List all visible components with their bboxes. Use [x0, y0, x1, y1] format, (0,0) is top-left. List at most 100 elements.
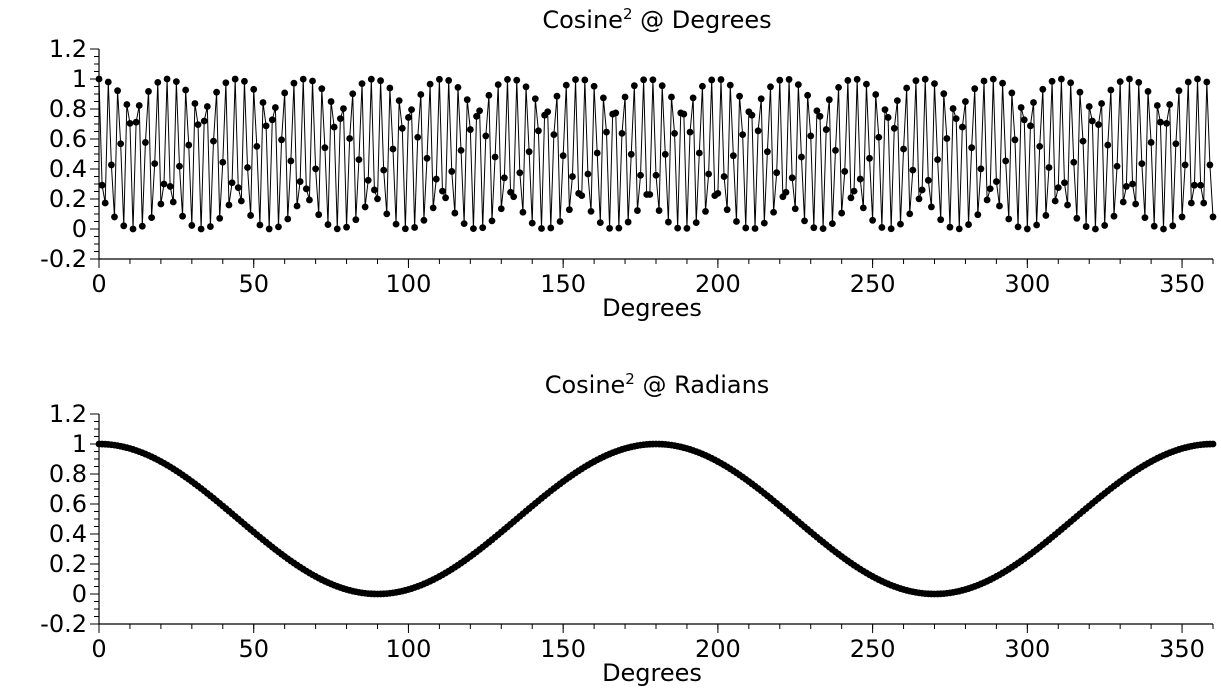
data-point [764, 148, 771, 156]
data-point [1057, 75, 1065, 83]
data-point [95, 75, 103, 83]
series-line [98, 443, 1214, 595]
data-point [729, 152, 737, 160]
data-point [491, 153, 499, 161]
x-tick-label: 250 [850, 270, 896, 298]
data-point [343, 223, 350, 231]
data-point [872, 91, 880, 98]
data-point [971, 85, 979, 93]
data-point [999, 79, 1006, 87]
data-point [386, 84, 394, 92]
data-point [247, 212, 255, 219]
data-point [151, 160, 159, 168]
data-point [606, 224, 613, 232]
data-point [1160, 225, 1167, 233]
data-point [463, 96, 471, 104]
data-point [420, 216, 428, 224]
data-point [652, 171, 660, 179]
data-point [1153, 102, 1161, 109]
data-point [324, 221, 332, 228]
data-point [1209, 440, 1217, 448]
data-point [234, 184, 242, 192]
data-point [1076, 88, 1084, 96]
data-point [318, 85, 326, 93]
data-point [275, 223, 282, 231]
data-point [411, 224, 419, 231]
y-tick-label: 0.4 [49, 520, 87, 548]
data-point [1163, 119, 1170, 127]
data-point [203, 103, 211, 110]
data-point [417, 91, 425, 98]
data-point [1082, 223, 1090, 230]
data-point [1067, 79, 1075, 87]
data-point [296, 178, 304, 185]
data-point [900, 145, 907, 153]
data-point [398, 124, 406, 132]
data-point [123, 101, 131, 108]
data-point [791, 205, 799, 213]
data-point [776, 76, 784, 84]
data-point [875, 133, 883, 141]
data-point [340, 105, 347, 112]
chart-title-superscript: 2 [625, 370, 635, 388]
data-point [962, 98, 969, 105]
data-point [225, 201, 233, 209]
data-point [237, 197, 245, 205]
data-point [172, 78, 180, 86]
data-point [104, 78, 112, 86]
data-point [813, 107, 821, 115]
data-point [649, 76, 657, 84]
data-point [1045, 164, 1053, 171]
data-point [634, 207, 641, 214]
data-point [435, 75, 443, 83]
data-point [1104, 141, 1112, 149]
data-point [618, 129, 626, 137]
data-point [278, 136, 285, 144]
x-tick-label: 0 [91, 635, 106, 663]
data-point [210, 137, 217, 145]
chart-title: Cosine2 @ Radians [545, 370, 770, 399]
data-point [856, 175, 864, 183]
data-point [544, 108, 552, 116]
data-point [1181, 161, 1189, 169]
data-point [377, 77, 384, 85]
data-point [290, 79, 298, 87]
data-point [1042, 212, 1050, 219]
data-point [640, 76, 648, 84]
y-tick-label: 1.2 [49, 35, 87, 63]
data-point [931, 80, 938, 88]
y-tick-label: 0.2 [49, 185, 87, 213]
data-point [801, 217, 808, 225]
chart-title: Cosine2 @ Degrees [542, 5, 771, 34]
y-tick-label: -0.2 [40, 610, 87, 638]
data-point [909, 166, 917, 174]
chart-title-superscript: 2 [623, 5, 633, 23]
data-point [980, 77, 988, 85]
data-point [1051, 197, 1059, 205]
data-point [742, 224, 750, 232]
data-point [457, 146, 465, 154]
data-point [470, 225, 477, 233]
data-point [819, 225, 827, 233]
data-point [748, 111, 756, 119]
data-point [185, 141, 193, 149]
data-point [200, 117, 208, 125]
data-point [708, 76, 716, 84]
data-point [414, 133, 422, 141]
data-point [835, 84, 842, 91]
data-point [940, 90, 948, 98]
data-point [504, 76, 511, 83]
data-point [785, 76, 793, 83]
data-point [497, 205, 505, 213]
chart-cosine-radians: Cosine2 @ Radians 1.210.80.60.40.20-0.20… [40, 370, 1217, 687]
data-point [841, 168, 849, 175]
data-point [194, 121, 202, 129]
series-marks [95, 75, 1217, 233]
data-point [485, 91, 493, 99]
data-point [655, 207, 663, 214]
data-point [884, 114, 892, 121]
data-point [355, 156, 363, 164]
data-point [392, 220, 400, 228]
data-point [804, 91, 812, 99]
data-point [1184, 78, 1192, 86]
